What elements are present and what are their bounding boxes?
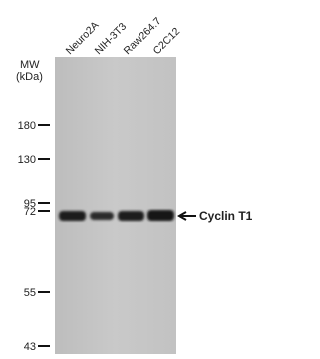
marker-label: 43	[24, 341, 36, 353]
band	[59, 211, 86, 221]
mw-unit: (kDa)	[16, 71, 43, 83]
marker-label: 72	[24, 206, 36, 218]
band-label: Cyclin T1	[199, 209, 253, 223]
marker-label: 180	[18, 120, 36, 132]
marker-label: 55	[24, 287, 36, 299]
arrow	[179, 212, 196, 220]
band	[90, 212, 114, 220]
marker-label: 130	[18, 154, 36, 166]
gel	[55, 57, 176, 354]
band	[147, 210, 174, 221]
band	[118, 211, 144, 221]
mw-label: MW	[20, 59, 40, 71]
